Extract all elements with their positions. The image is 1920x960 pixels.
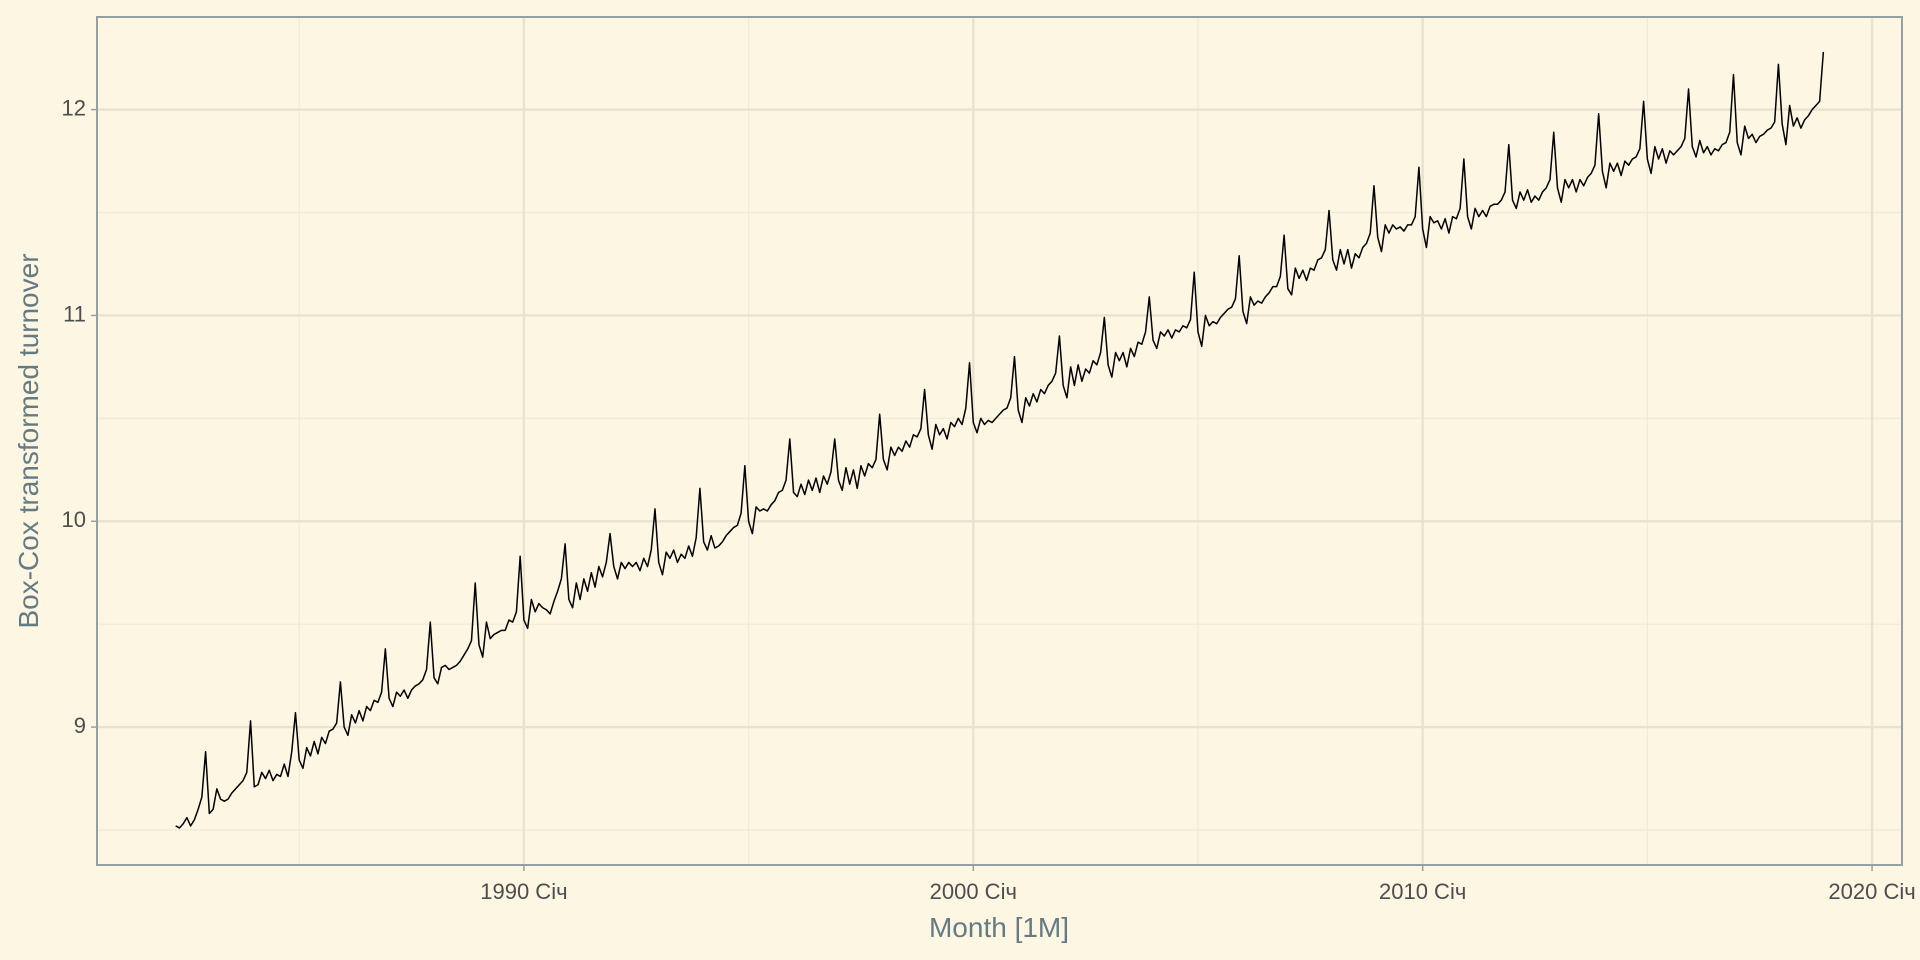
x-tick-label: 2010 Січ xyxy=(1379,879,1466,904)
x-tick-label: 2020 Січ xyxy=(1828,879,1915,904)
panel-border xyxy=(96,16,1903,866)
x-tick-label: 2000 Січ xyxy=(930,879,1017,904)
grid xyxy=(97,17,1902,865)
x-axis-title: Month [1M] xyxy=(929,912,1069,943)
plot-area xyxy=(175,51,1825,829)
tick-labels: 9 10 11 12 1990 Січ 2000 Січ 2010 Січ 2020 Січ xyxy=(62,95,1916,903)
y-tick-label: 10 xyxy=(62,507,86,532)
line xyxy=(175,51,1825,829)
y-axis-title: Box-Cox transformed turnover xyxy=(13,253,44,628)
x-tick-label: 1990 Січ xyxy=(480,879,567,904)
y-tick-label: 11 xyxy=(63,301,86,326)
y-tick-label: 9 xyxy=(74,713,86,738)
y-tick-label: 12 xyxy=(62,95,86,120)
